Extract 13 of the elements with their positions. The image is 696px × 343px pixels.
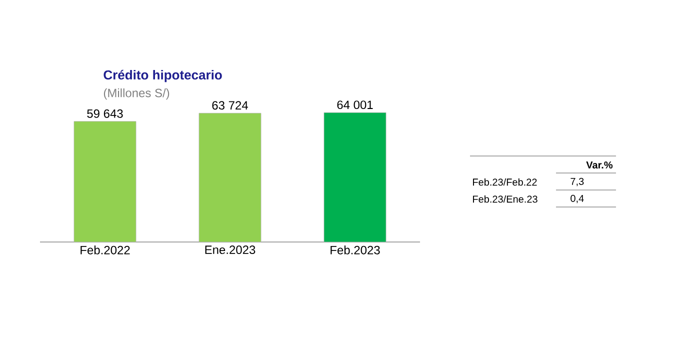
- x-tick-label: Feb.2022: [80, 246, 130, 254]
- text: 0,4: [570, 194, 584, 204]
- data-label: 64 001: [337, 100, 373, 110]
- chart-title: Crédito hipotecario: [104, 70, 222, 82]
- text: Var.%: [586, 161, 613, 169]
- data-label: 63 724: [212, 101, 248, 110]
- x-tick-label: Ene.2023: [205, 246, 256, 254]
- text: Feb.23/Feb.22: [473, 178, 537, 186]
- text: Feb.23/Ene.23: [473, 195, 538, 203]
- data-label: 59 643: [87, 109, 123, 118]
- chart-subtitle: (Millones S/): [104, 88, 170, 100]
- text: 7,3: [570, 178, 584, 186]
- x-tick-label: Feb.2023: [330, 246, 380, 254]
